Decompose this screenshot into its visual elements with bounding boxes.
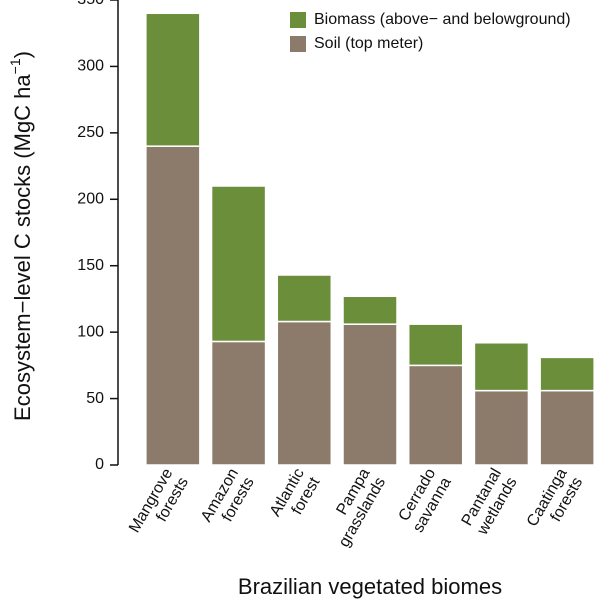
legend-label: Soil (top meter): [314, 35, 423, 52]
y-tick-label: 300: [77, 58, 104, 75]
y-tick-label: 100: [77, 323, 104, 340]
y-tick-label: 50: [86, 390, 104, 407]
y-axis-title-sup: −1: [7, 58, 23, 74]
x-axis-title: Brazilian vegetated biomes: [238, 574, 502, 599]
bar-segment: [210, 185, 267, 343]
y-tick-label: 200: [77, 191, 104, 208]
bar-segment: [145, 12, 201, 147]
bar-segment: [210, 340, 267, 466]
y-tick-label: 150: [77, 257, 104, 274]
legend-label: Biomass (above− and belowground): [314, 11, 571, 28]
bar-segment: [473, 342, 530, 392]
bar-segment: [407, 364, 464, 466]
y-tick-label: 350: [77, 0, 104, 8]
y-axis-title-text: Ecosystem−level C stocks (MgC ha: [10, 74, 35, 421]
bar-segment: [342, 323, 398, 466]
bar-segment: [276, 274, 333, 323]
bar-segment: [276, 320, 333, 466]
legend-swatch: [290, 36, 306, 52]
legend-swatch: [290, 12, 306, 28]
bar-segment: [145, 145, 201, 466]
bar-segment: [539, 389, 595, 466]
y-axis-title-suffix: ): [10, 51, 35, 58]
y-tick-label: 250: [77, 124, 104, 141]
bar-segment: [407, 323, 464, 367]
y-axis-title: Ecosystem−level C stocks (MgC ha−1): [7, 51, 35, 421]
bar-segment: [473, 389, 530, 466]
y-tick-label: 0: [95, 456, 104, 473]
bar-segment: [539, 356, 595, 392]
bar-segment: [342, 295, 398, 325]
